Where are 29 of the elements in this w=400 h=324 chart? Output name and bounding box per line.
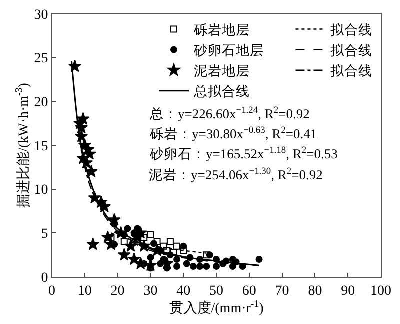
x-tick-label: 20	[110, 284, 125, 299]
y-tick-label: 15	[34, 139, 48, 154]
y-tick-label: 5	[41, 227, 48, 242]
y-tick-label: 30	[34, 8, 48, 23]
x-tick-label: 60	[242, 284, 256, 299]
legend-label: 拟合线	[330, 64, 373, 79]
annotation: 砾岩：y=30.80x$^{−0.63}$, R$^{2}$=0.41	[149, 126, 318, 142]
legend-label: 拟合线	[330, 43, 373, 58]
x-axis-title: 贯入度/(mm·r$^{-1}$)	[169, 298, 264, 317]
y-tick-label: 0	[41, 270, 48, 286]
legend-label: 拟合线	[330, 22, 373, 38]
y-tick-label: 10	[34, 183, 48, 198]
legend-label: 砂卵石地层	[192, 43, 264, 58]
x-tick-label: 30	[144, 284, 158, 299]
annotation: 泥岩：y=254.06x$^{−1.30}$, R$^{2}$=0.92	[149, 167, 323, 183]
x-tick-label: 100	[370, 284, 392, 299]
legend-label: 总拟合线	[192, 84, 250, 100]
legend-label: 泥岩地层	[194, 64, 250, 79]
y-tick-label: 20	[34, 96, 48, 111]
x-tick-label: 70	[275, 284, 290, 299]
annotation: 总：y=226.60x$^{−1.24}$, R$^{2}$=0.92	[149, 106, 310, 122]
y-tick-label: 25	[34, 52, 48, 67]
x-tick-label: 40	[176, 284, 191, 299]
x-tick-label: 90	[341, 284, 356, 299]
x-tick-label: 10	[78, 284, 92, 299]
legend-label: 砾岩地层	[192, 22, 250, 38]
annotation: 砂卵石：y=165.52x$^{−1.18}$, R$^{2}$=0.53	[149, 146, 338, 162]
x-tick-label: 50	[210, 284, 224, 299]
x-tick-label: 80	[308, 284, 322, 299]
